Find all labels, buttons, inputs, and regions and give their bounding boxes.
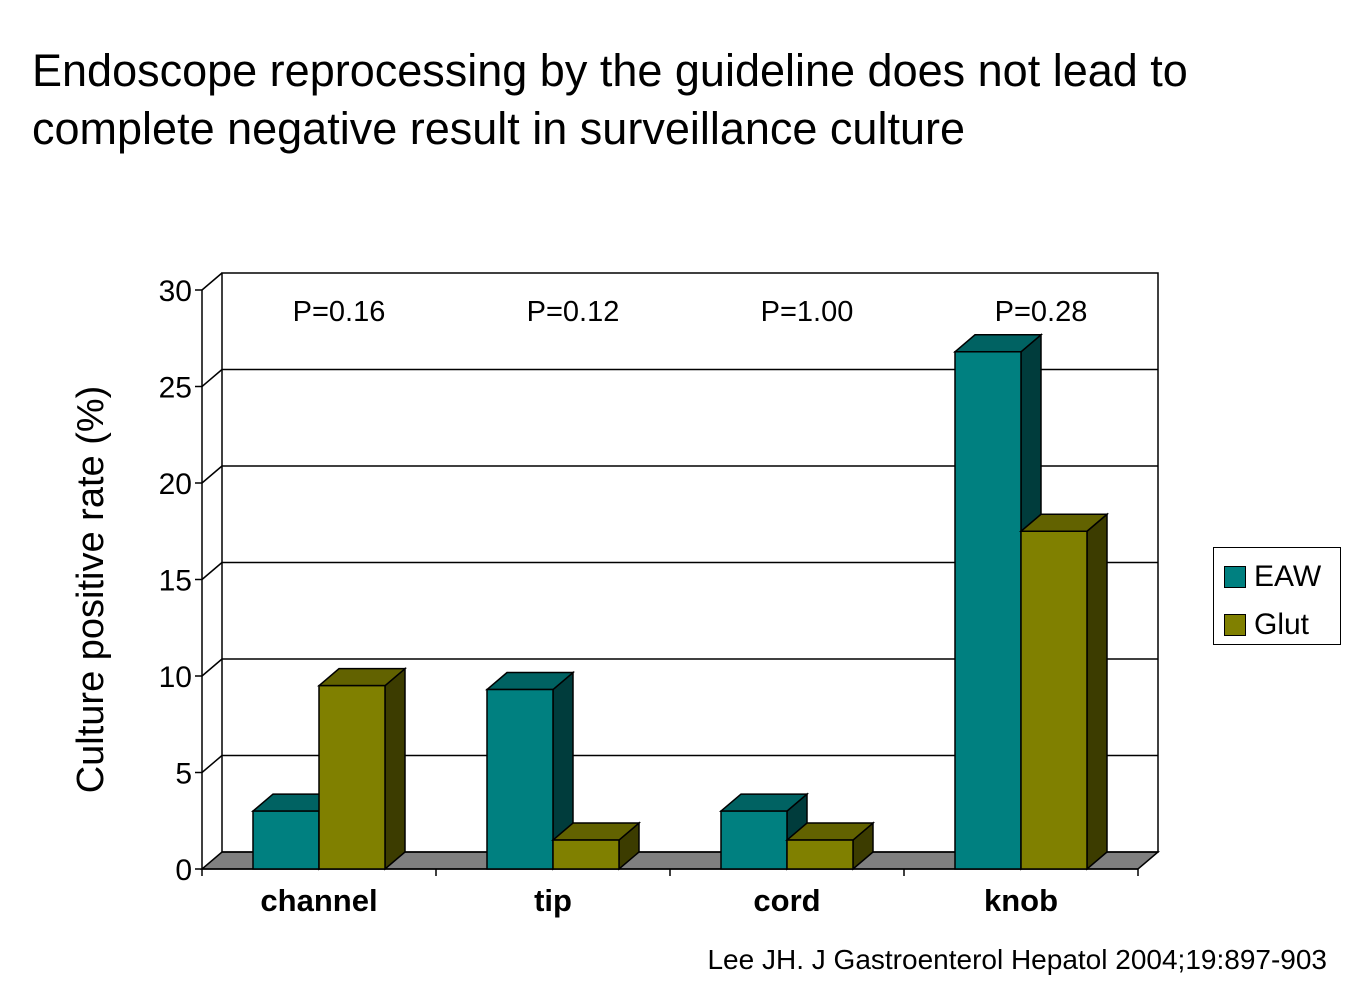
legend-label-eaw: EAW — [1254, 560, 1322, 593]
depth-edge-top — [201, 272, 223, 291]
bar-eaw — [720, 810, 788, 870]
gridline-diagonal — [201, 658, 223, 677]
p-value-annotation: P=0.28 — [995, 296, 1088, 328]
y-tick-label: 5 — [175, 758, 192, 791]
bar-eaw — [252, 810, 320, 870]
bar-eaw — [954, 351, 1022, 870]
x-tick-label: tip — [534, 883, 572, 918]
p-value-annotation: P=0.16 — [293, 296, 386, 328]
bar-side-glut — [1086, 512, 1108, 871]
legend-swatch-glut — [1224, 614, 1246, 636]
legend-swatch-eaw — [1224, 566, 1246, 588]
slide-title: Endoscope reprocessing by the guideline … — [32, 45, 1188, 154]
gridline-diagonal — [201, 368, 223, 388]
citation: Lee JH. J Gastroenterol Hepatol 2004;19:… — [707, 944, 1327, 975]
y-tick-label: 25 — [159, 372, 192, 405]
y-tick-label: 30 — [159, 275, 192, 308]
bar-glut — [318, 684, 386, 870]
x-tick-label: channel — [260, 883, 377, 918]
legend-item-glut: Glut — [1224, 608, 1309, 642]
p-value-annotation: P=1.00 — [761, 296, 854, 328]
gridline-diagonal — [201, 754, 223, 774]
y-tick-label: 10 — [159, 661, 192, 694]
gridline-diagonal — [201, 561, 223, 581]
legend-label-glut: Glut — [1254, 608, 1310, 641]
p-value-annotation: P=0.12 — [527, 296, 620, 328]
labels: 0 5 10 15 20 25 30 channel P=0.16 tip P=0.12 cord P=… — [70, 275, 1087, 918]
y-tick-label: 15 — [159, 565, 192, 598]
legend: EAW Glut — [1213, 547, 1341, 645]
bar-glut — [786, 839, 854, 870]
bar-glut — [1020, 530, 1088, 870]
y-axis-label: Culture positive rate (%) — [70, 386, 112, 794]
bar-glut — [552, 839, 620, 870]
gridline-diagonal — [201, 465, 223, 484]
legend-item-eaw: EAW — [1224, 560, 1321, 594]
y-tick-label: 0 — [175, 854, 192, 887]
bar-eaw — [486, 688, 554, 870]
y-tick-label: 20 — [159, 468, 192, 501]
x-tick-label: knob — [984, 883, 1058, 918]
bar-side-glut — [384, 667, 406, 871]
x-tick-label: cord — [753, 883, 820, 918]
bars — [250, 333, 1110, 871]
